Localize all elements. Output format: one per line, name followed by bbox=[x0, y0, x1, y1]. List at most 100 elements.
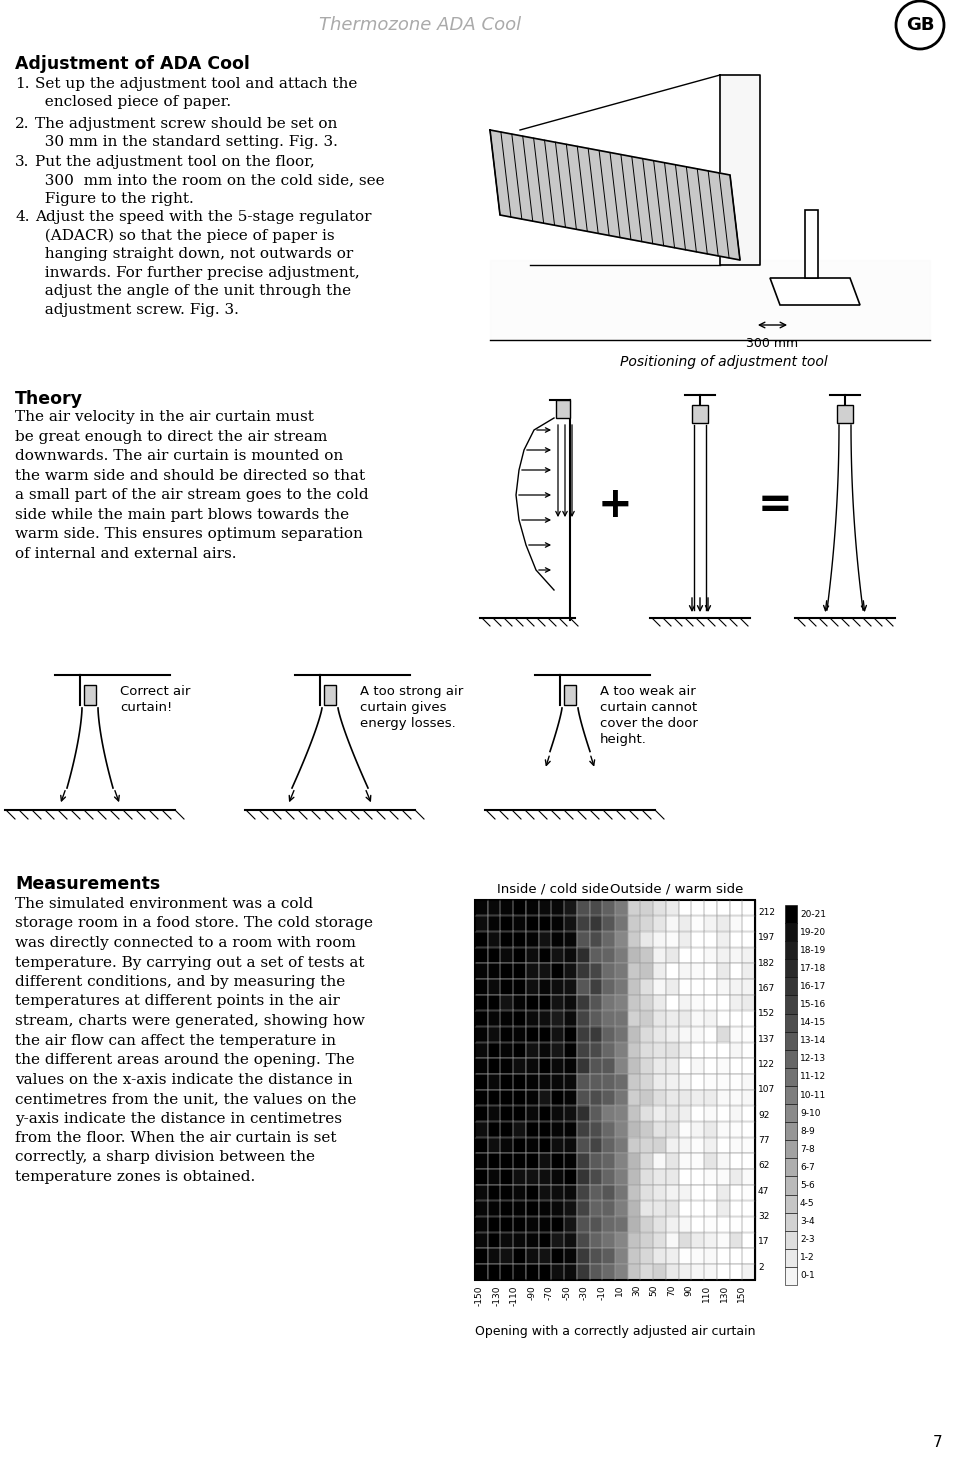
Bar bbox=[564, 1058, 577, 1075]
Bar bbox=[539, 1058, 552, 1075]
Text: -90: -90 bbox=[527, 1284, 537, 1299]
Bar bbox=[539, 963, 552, 979]
Bar bbox=[475, 1232, 489, 1248]
Bar bbox=[500, 1201, 514, 1217]
Bar bbox=[500, 1138, 514, 1154]
Bar bbox=[640, 1105, 654, 1122]
Bar bbox=[691, 1010, 705, 1026]
Bar bbox=[785, 959, 797, 978]
Bar bbox=[785, 1141, 797, 1158]
Bar bbox=[730, 1105, 743, 1122]
Bar bbox=[602, 1185, 615, 1201]
Bar bbox=[514, 1264, 526, 1280]
Bar bbox=[717, 1073, 730, 1091]
Bar bbox=[514, 1073, 526, 1091]
Text: Opening with a correctly adjusted air curtain: Opening with a correctly adjusted air cu… bbox=[475, 1326, 756, 1337]
Text: 197: 197 bbox=[758, 934, 776, 942]
Text: -150: -150 bbox=[475, 1284, 484, 1305]
Text: -70: -70 bbox=[544, 1284, 554, 1299]
Bar bbox=[704, 1216, 717, 1233]
Bar bbox=[564, 947, 577, 963]
Text: 1-2: 1-2 bbox=[800, 1254, 815, 1262]
Bar bbox=[539, 900, 552, 916]
Bar bbox=[564, 1201, 577, 1217]
Bar bbox=[679, 1201, 692, 1217]
Bar bbox=[628, 1201, 641, 1217]
Bar bbox=[742, 1264, 756, 1280]
Bar bbox=[514, 963, 526, 979]
Bar bbox=[564, 1026, 577, 1042]
Bar bbox=[628, 947, 641, 963]
Bar bbox=[692, 405, 708, 423]
Bar bbox=[717, 1010, 730, 1026]
Bar bbox=[551, 916, 564, 932]
Bar bbox=[514, 1248, 526, 1264]
Text: 7-8: 7-8 bbox=[800, 1145, 815, 1154]
Bar bbox=[514, 1089, 526, 1105]
Bar bbox=[500, 963, 514, 979]
Bar bbox=[640, 1138, 654, 1154]
Bar bbox=[730, 1264, 743, 1280]
Bar bbox=[488, 1042, 501, 1058]
Text: -10: -10 bbox=[597, 1284, 607, 1299]
Bar bbox=[679, 1138, 692, 1154]
Bar bbox=[589, 1264, 603, 1280]
Bar bbox=[526, 1010, 540, 1026]
Bar bbox=[717, 931, 730, 947]
Bar bbox=[742, 1169, 756, 1185]
Bar bbox=[602, 1152, 615, 1169]
Bar bbox=[615, 1248, 628, 1264]
Bar bbox=[628, 963, 641, 979]
Bar bbox=[730, 947, 743, 963]
Bar bbox=[551, 979, 564, 995]
Text: The air velocity in the air curtain must
be great enough to direct the air strea: The air velocity in the air curtain must… bbox=[15, 410, 369, 561]
Bar bbox=[514, 947, 526, 963]
Bar bbox=[551, 1073, 564, 1091]
Bar bbox=[653, 1058, 666, 1075]
Bar bbox=[640, 1042, 654, 1058]
Bar bbox=[564, 900, 577, 916]
Bar bbox=[615, 1073, 628, 1091]
Bar bbox=[589, 1089, 603, 1105]
Bar bbox=[742, 1073, 756, 1091]
Text: 300 mm: 300 mm bbox=[747, 338, 799, 349]
Bar bbox=[640, 1073, 654, 1091]
Bar bbox=[704, 916, 717, 932]
Text: 13-14: 13-14 bbox=[800, 1036, 827, 1045]
Bar bbox=[691, 1042, 705, 1058]
Bar bbox=[628, 1138, 641, 1154]
Bar bbox=[488, 963, 501, 979]
Bar bbox=[666, 1058, 679, 1075]
Bar bbox=[704, 994, 717, 1011]
Text: Inside / cold side: Inside / cold side bbox=[497, 882, 610, 895]
Bar bbox=[742, 947, 756, 963]
Bar bbox=[704, 947, 717, 963]
Bar bbox=[679, 1169, 692, 1185]
Bar bbox=[539, 994, 552, 1011]
Bar bbox=[514, 979, 526, 995]
Bar bbox=[514, 1216, 526, 1233]
Bar bbox=[653, 1248, 666, 1264]
Bar bbox=[653, 1138, 666, 1154]
Bar bbox=[640, 1232, 654, 1248]
Bar bbox=[640, 1122, 654, 1138]
Bar bbox=[653, 1264, 666, 1280]
Bar bbox=[514, 994, 526, 1011]
Bar bbox=[717, 1122, 730, 1138]
Bar bbox=[577, 931, 590, 947]
Text: 62: 62 bbox=[758, 1161, 769, 1170]
Bar bbox=[514, 1201, 526, 1217]
Bar bbox=[514, 1185, 526, 1201]
Bar bbox=[653, 900, 666, 916]
Bar bbox=[679, 994, 692, 1011]
Bar bbox=[691, 963, 705, 979]
Bar bbox=[589, 1122, 603, 1138]
Bar bbox=[526, 1058, 540, 1075]
Bar bbox=[589, 1073, 603, 1091]
Bar bbox=[717, 900, 730, 916]
Text: 19-20: 19-20 bbox=[800, 928, 827, 937]
Text: 15-16: 15-16 bbox=[800, 1000, 827, 1009]
Bar bbox=[488, 916, 501, 932]
Bar bbox=[488, 1058, 501, 1075]
Bar bbox=[640, 1216, 654, 1233]
